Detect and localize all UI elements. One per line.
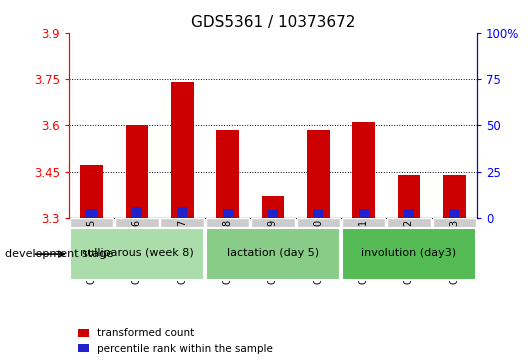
Text: GSM1280913: GSM1280913: [449, 219, 460, 284]
Text: development stage: development stage: [5, 249, 113, 259]
Bar: [352, 122, 375, 218]
Text: nulliparous (week 8): nulliparous (week 8): [80, 248, 194, 258]
Text: GSM1280906: GSM1280906: [132, 219, 142, 284]
Bar: [358, 209, 369, 218]
Bar: [86, 209, 96, 218]
FancyBboxPatch shape: [70, 228, 204, 280]
Text: GSM1280905: GSM1280905: [86, 219, 96, 284]
Text: GSM1280909: GSM1280909: [268, 219, 278, 284]
Text: GSM1280907: GSM1280907: [177, 219, 187, 284]
FancyBboxPatch shape: [342, 218, 385, 228]
FancyBboxPatch shape: [251, 218, 295, 228]
FancyBboxPatch shape: [70, 218, 113, 228]
FancyBboxPatch shape: [296, 218, 340, 228]
FancyBboxPatch shape: [206, 218, 250, 228]
Bar: [126, 125, 148, 218]
Bar: [171, 82, 193, 218]
Bar: [80, 165, 103, 218]
Bar: [262, 196, 284, 218]
Text: GSM1280911: GSM1280911: [359, 219, 369, 284]
Bar: [216, 130, 239, 218]
Bar: [268, 211, 278, 218]
Text: GSM1280908: GSM1280908: [223, 219, 233, 284]
Text: involution (day3): involution (day3): [361, 248, 456, 258]
Bar: [449, 209, 460, 218]
FancyBboxPatch shape: [342, 228, 475, 280]
Bar: [177, 207, 188, 218]
Text: GSM1280910: GSM1280910: [313, 219, 323, 284]
Bar: [223, 209, 233, 218]
Bar: [132, 207, 142, 218]
Bar: [307, 130, 330, 218]
Bar: [443, 175, 466, 218]
FancyBboxPatch shape: [206, 228, 340, 280]
Title: GDS5361 / 10373672: GDS5361 / 10373672: [191, 15, 355, 30]
Legend: transformed count, percentile rank within the sample: transformed count, percentile rank withi…: [74, 324, 277, 358]
Text: lactation (day 5): lactation (day 5): [227, 248, 319, 258]
Bar: [313, 209, 323, 218]
Bar: [404, 209, 414, 218]
FancyBboxPatch shape: [432, 218, 476, 228]
Text: GSM1280912: GSM1280912: [404, 219, 414, 284]
FancyBboxPatch shape: [115, 218, 158, 228]
Bar: [398, 175, 420, 218]
FancyBboxPatch shape: [387, 218, 431, 228]
FancyBboxPatch shape: [161, 218, 204, 228]
